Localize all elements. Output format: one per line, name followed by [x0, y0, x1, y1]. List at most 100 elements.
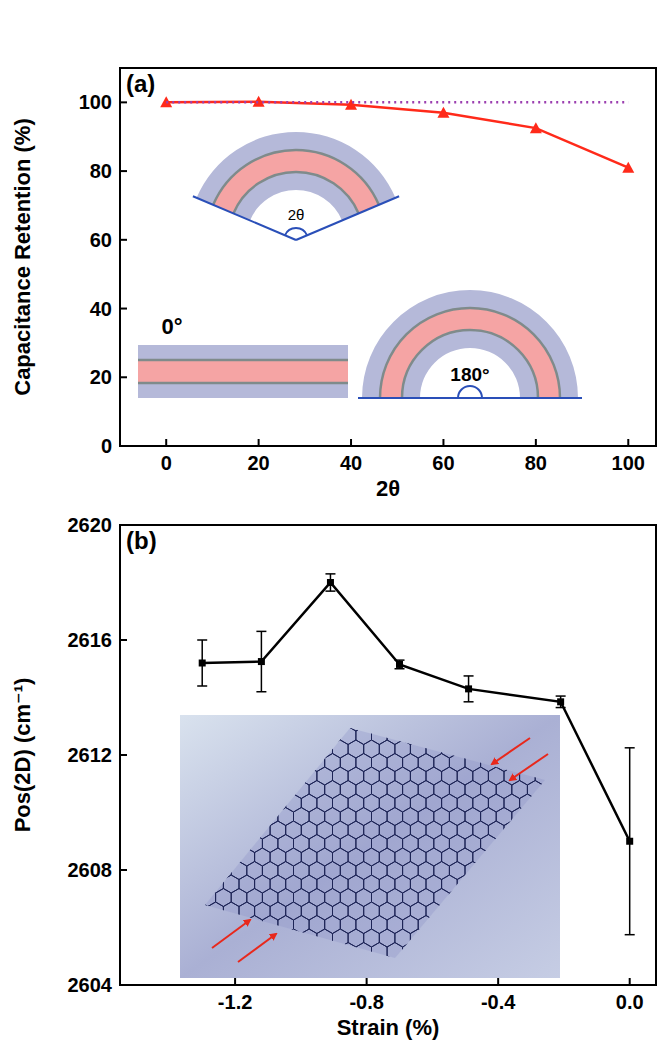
x-tick-label: 20	[247, 452, 269, 474]
angle-arc	[285, 228, 307, 235]
x-tick	[350, 439, 352, 446]
data-point	[327, 579, 334, 586]
error-cap	[464, 675, 474, 677]
y-tick	[120, 170, 127, 172]
data-point	[258, 658, 265, 665]
x-tick-label: 100	[612, 452, 645, 474]
y-tick-label: 2612	[68, 744, 113, 766]
inset-background	[180, 715, 560, 978]
error-cap	[556, 707, 566, 709]
strain-arrow	[212, 920, 250, 948]
x-tick	[258, 439, 260, 446]
y-tick	[120, 445, 127, 447]
y-axis-title: Capacitance Retention (%)	[10, 118, 35, 396]
bend-line	[193, 196, 296, 240]
y-tick	[120, 524, 127, 526]
series-line	[166, 102, 628, 168]
angle-arc	[458, 386, 482, 398]
data-point	[626, 838, 633, 845]
x-tick	[535, 439, 537, 446]
y-tick-label: 100	[79, 91, 112, 113]
error-bar	[197, 640, 207, 686]
y-tick	[120, 239, 127, 241]
error-cap	[256, 691, 266, 693]
data-point	[396, 661, 403, 668]
y-tick	[120, 376, 127, 378]
plot-frame	[120, 525, 656, 985]
y-tick	[120, 308, 127, 310]
error-cap	[256, 631, 266, 633]
data-point	[199, 660, 206, 667]
y-tick-label: 40	[90, 298, 112, 320]
error-bar	[256, 631, 266, 691]
panel-label: (b)	[126, 527, 157, 554]
x-tick-label: 60	[432, 452, 454, 474]
x-tick-label: 80	[525, 452, 547, 474]
error-cap	[556, 695, 566, 697]
y-tick	[120, 101, 127, 103]
y-tick-label: 2608	[68, 859, 113, 881]
error-cap	[625, 934, 635, 936]
x-tick	[442, 439, 444, 446]
y-tick	[120, 869, 127, 871]
y-tick-label: 80	[90, 160, 112, 182]
error-cap	[197, 685, 207, 687]
panel-label: (a)	[126, 70, 155, 97]
device-outer-layer	[138, 345, 348, 398]
y-tick-label: 20	[90, 366, 112, 388]
error-bar	[556, 696, 566, 708]
data-point	[437, 107, 449, 118]
inset: 2θ 0° 180°	[138, 132, 582, 398]
plot-frame	[120, 68, 656, 446]
x-tick-label: -1.2	[218, 991, 252, 1013]
y-tick-label: 2620	[68, 514, 113, 536]
x-axis-title: Strain (%)	[337, 1015, 440, 1040]
series-line	[202, 583, 629, 842]
y-tick	[120, 984, 127, 986]
error-cap	[395, 659, 405, 661]
x-tick	[629, 978, 631, 985]
x-tick	[234, 978, 236, 985]
inset	[180, 713, 574, 988]
x-tick	[366, 978, 368, 985]
error-cap	[395, 668, 405, 670]
x-tick-label: -0.4	[481, 991, 516, 1013]
x-axis-title: 2θ	[376, 476, 400, 501]
error-cap	[325, 573, 335, 575]
device-electrode	[138, 382, 348, 385]
device-electrode	[138, 359, 348, 362]
strain-arrow	[510, 754, 548, 780]
x-tick-label: 0.0	[616, 991, 644, 1013]
figure: 2θ0°180°0204060801000204060801002θCapaci…	[0, 0, 664, 1046]
plot-area	[160, 96, 634, 173]
error-bar	[325, 574, 335, 591]
y-axis-title: Pos(2D) (cm⁻¹)	[10, 678, 35, 833]
x-tick	[627, 439, 629, 446]
annotation: 2θ	[288, 206, 305, 223]
annotation: 180°	[450, 364, 489, 385]
data-point	[557, 698, 564, 705]
device-core-layer	[213, 150, 379, 213]
data-point	[345, 99, 357, 110]
strain-arrow	[492, 738, 530, 764]
device-core-layer	[380, 308, 560, 398]
error-bar	[395, 660, 405, 669]
data-point	[530, 122, 542, 133]
graphene-lattice	[192, 713, 574, 988]
device-electrode	[213, 150, 379, 205]
device-core-layer	[138, 360, 348, 383]
x-tick-label: -0.8	[349, 991, 383, 1013]
bend-line	[358, 397, 582, 399]
y-tick-label: 2616	[68, 629, 113, 651]
bend-line	[296, 196, 399, 240]
x-tick	[165, 439, 167, 446]
x-tick	[497, 978, 499, 985]
error-cap	[464, 701, 474, 703]
device-electrode	[380, 308, 560, 398]
plot-area	[197, 574, 634, 935]
device-outer-layer	[362, 290, 578, 398]
panel: -1.2-0.8-0.40.026042608261226162620Strai…	[10, 514, 656, 1040]
data-point	[465, 685, 472, 692]
error-bar	[464, 676, 474, 702]
annotation: 0°	[161, 314, 182, 339]
